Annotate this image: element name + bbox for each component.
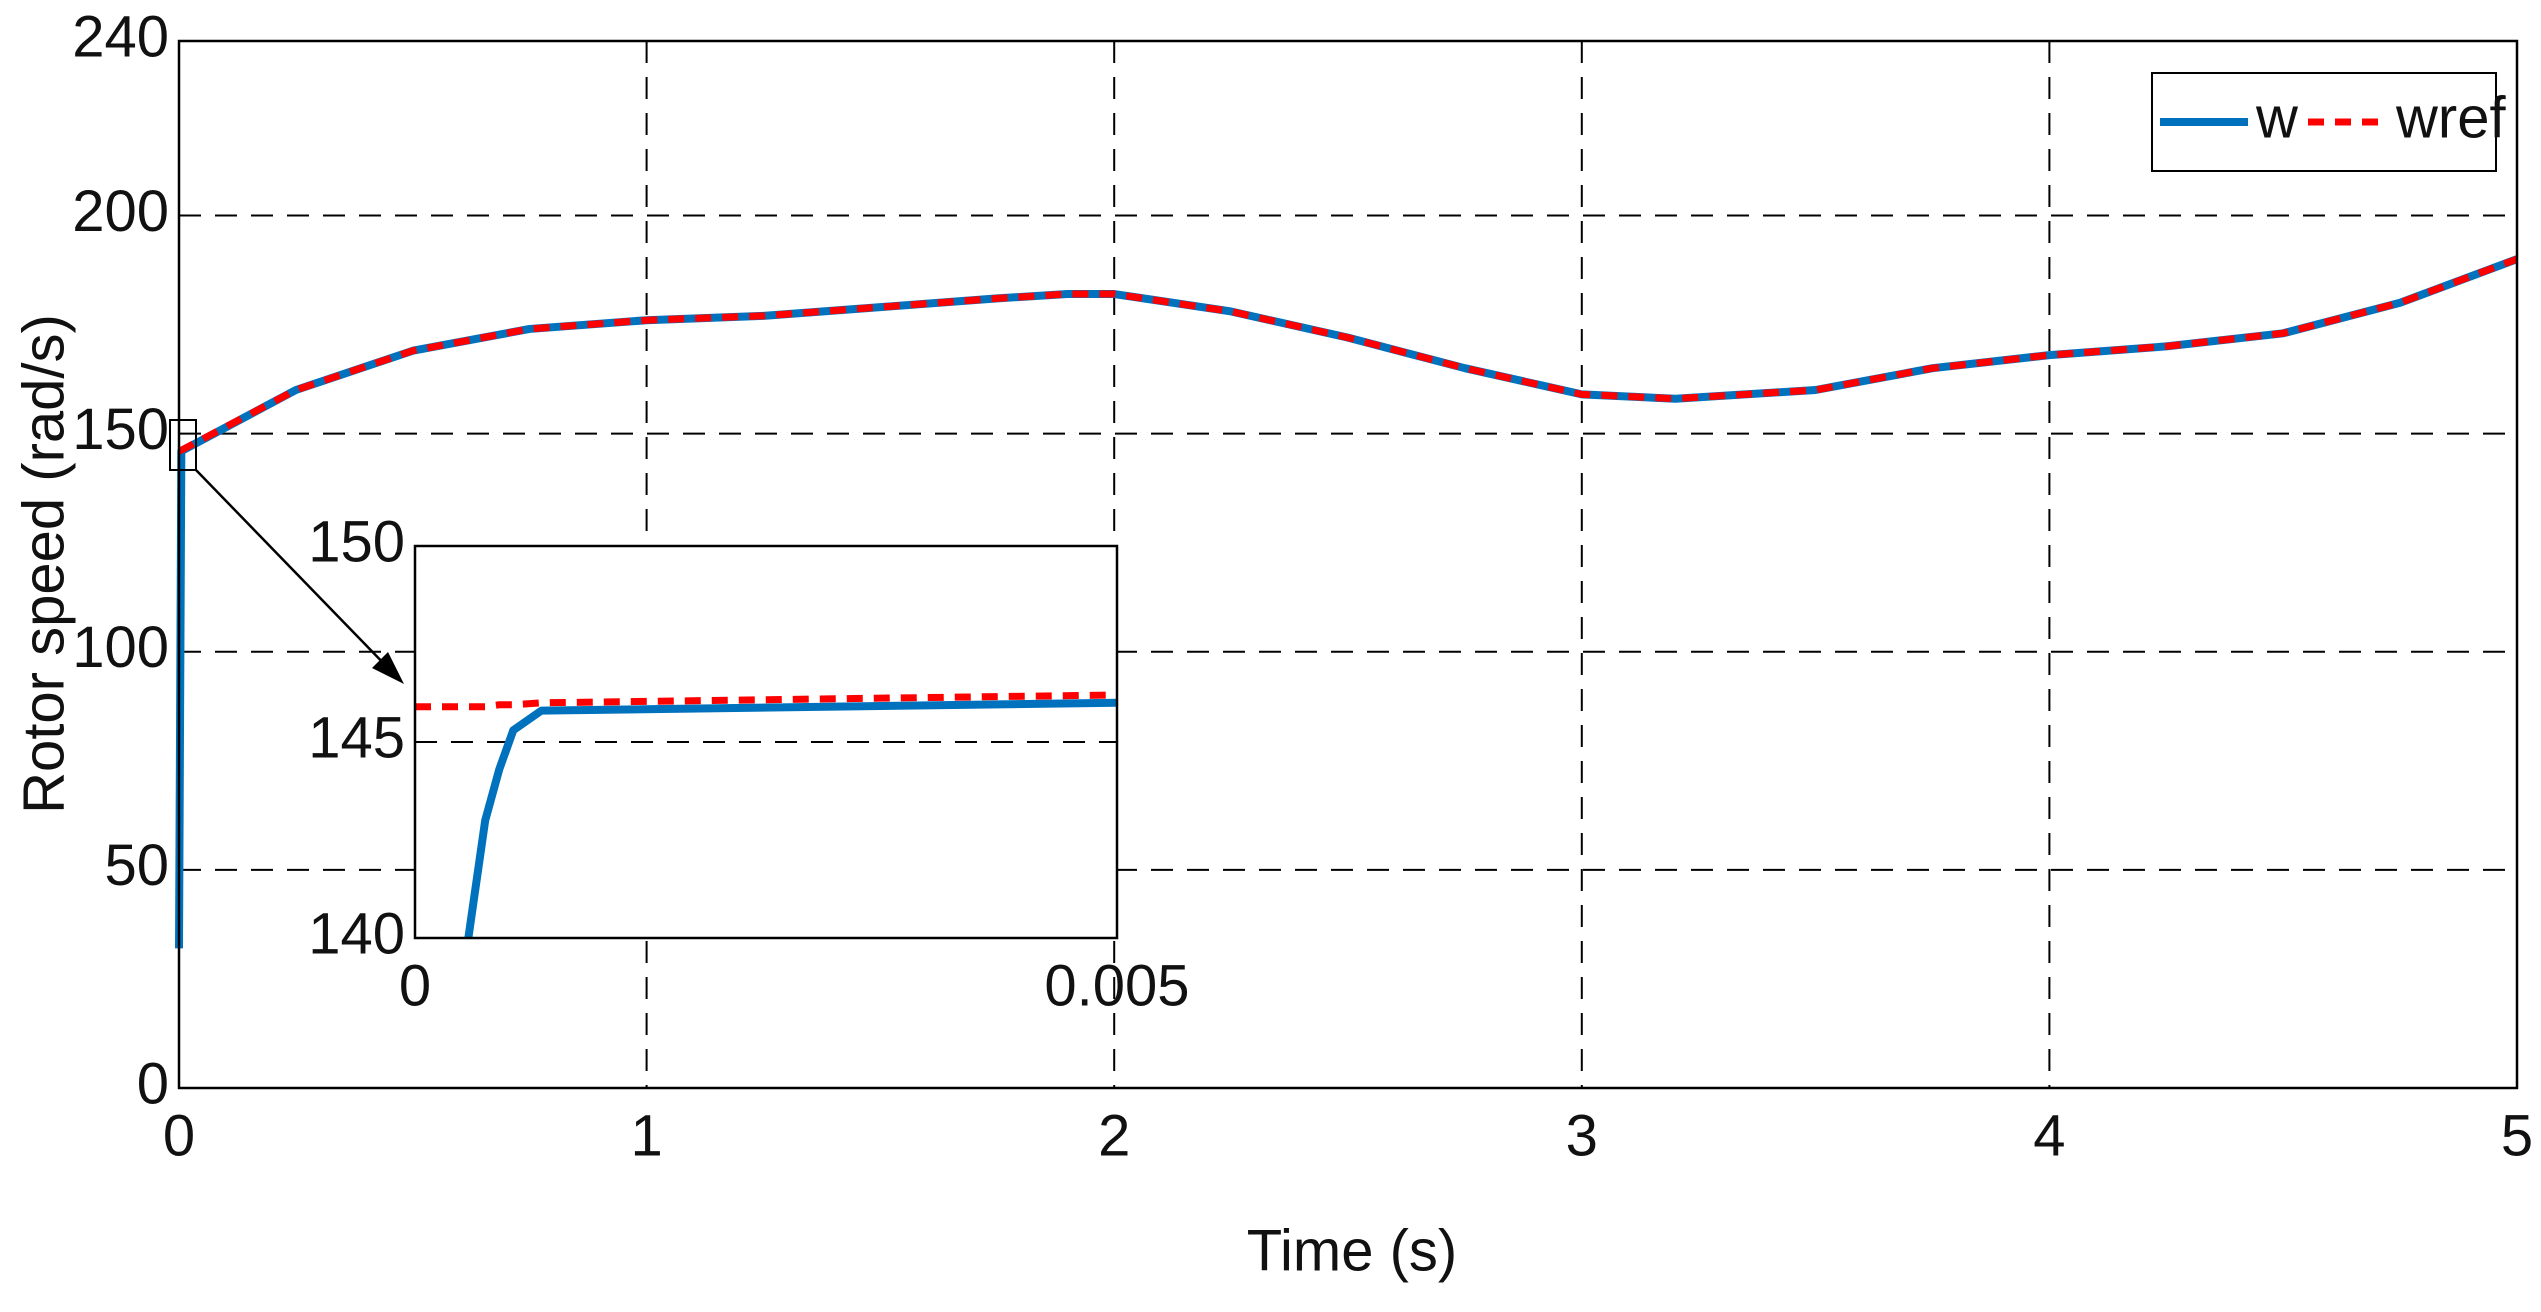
series-line xyxy=(464,698,1118,939)
plot-frame xyxy=(177,39,2519,1090)
series-line xyxy=(415,691,1118,711)
zoom-arrowhead xyxy=(372,652,404,684)
y-tick-label: 50 xyxy=(104,833,169,898)
x-tick-label: 4 xyxy=(2033,1103,2065,1168)
y-tick-label: 200 xyxy=(72,179,169,244)
x-tick-label: 3 xyxy=(1566,1103,1598,1168)
y-tick-label: 150 xyxy=(308,509,405,574)
y-tick-label: 150 xyxy=(72,397,169,462)
y-tick-label: 100 xyxy=(72,615,169,680)
y-axis-label: Rotor speed (rad/s) xyxy=(11,314,76,814)
zoom-box xyxy=(169,419,197,471)
x-tick-label: 1 xyxy=(630,1103,662,1168)
y-tick-label: 140 xyxy=(308,901,405,966)
plot-frame xyxy=(413,544,1119,940)
x-tick-label: 2 xyxy=(1098,1103,1130,1168)
legend-label: wref xyxy=(2395,85,2506,150)
y-tick-label: 240 xyxy=(72,4,169,69)
x-axis-label: Time (s) xyxy=(1247,1218,1457,1283)
series-line xyxy=(177,255,2519,455)
y-tick-label: 0 xyxy=(137,1051,169,1116)
x-tick-label: 0 xyxy=(163,1103,195,1168)
zoom-arrow xyxy=(195,469,393,673)
x-tick-label: 0.005 xyxy=(1044,953,1189,1018)
x-tick-label: 5 xyxy=(2501,1103,2533,1168)
y-tick-label: 145 xyxy=(308,705,405,770)
x-tick-label: 0 xyxy=(399,953,431,1018)
legend-label: w xyxy=(2255,85,2299,150)
